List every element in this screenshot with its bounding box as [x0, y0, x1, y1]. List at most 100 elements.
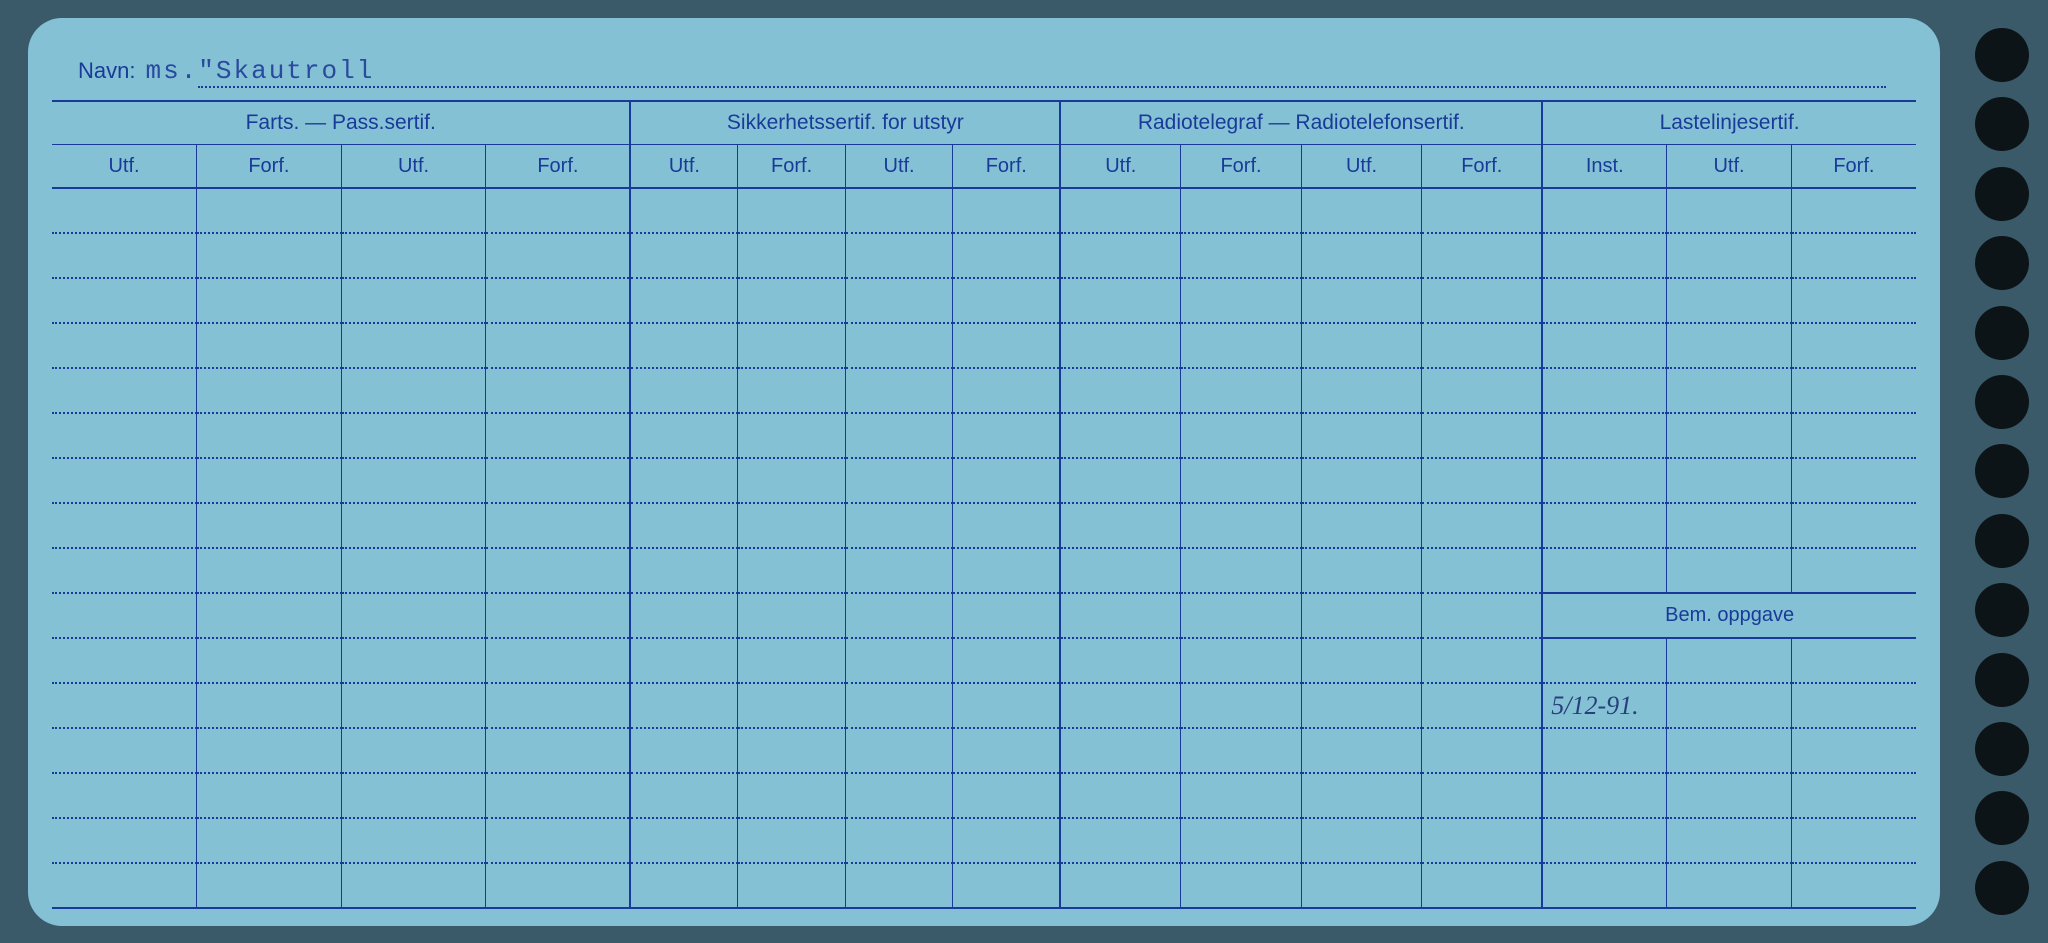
cell	[1542, 368, 1667, 413]
bem-cell	[1542, 728, 1667, 773]
sub-header: Forf.	[953, 145, 1060, 189]
cell	[1060, 728, 1181, 773]
cell	[486, 683, 631, 728]
group-header: Farts. — Pass.sertif.	[52, 101, 630, 145]
cell	[52, 323, 197, 368]
cell	[52, 593, 197, 638]
cell	[1791, 278, 1916, 323]
cell	[1060, 818, 1181, 863]
cell	[486, 728, 631, 773]
cell	[1301, 323, 1422, 368]
cell	[1422, 413, 1543, 458]
cell	[845, 503, 952, 548]
cell	[1181, 323, 1302, 368]
navn-value: ms."Skautroll	[145, 56, 374, 88]
group-header: Radiotelegraf — Radiotelefonsertif.	[1060, 101, 1542, 145]
cell	[845, 413, 952, 458]
sub-header: Utf.	[1301, 145, 1422, 189]
cell	[845, 593, 952, 638]
cell	[341, 503, 486, 548]
cell	[1060, 638, 1181, 683]
table-body: Bem. oppgave5/12-91.	[52, 188, 1916, 908]
cell	[630, 818, 737, 863]
cell	[52, 728, 197, 773]
cell	[738, 593, 845, 638]
cell	[953, 413, 1060, 458]
cell	[486, 278, 631, 323]
bem-cell	[1667, 728, 1792, 773]
cell	[1422, 638, 1543, 683]
cell	[486, 548, 631, 593]
cell	[845, 368, 952, 413]
cell	[1422, 728, 1543, 773]
cell	[486, 863, 631, 908]
cell	[1181, 458, 1302, 503]
cell	[845, 863, 952, 908]
bem-cell	[1542, 638, 1667, 683]
group-header: Sikkerhetssertif. for utstyr	[630, 101, 1060, 145]
bem-cell	[1791, 728, 1916, 773]
cell	[630, 458, 737, 503]
cell	[341, 233, 486, 278]
cell	[1422, 458, 1543, 503]
cell	[341, 548, 486, 593]
cell	[1181, 188, 1302, 233]
cell	[52, 548, 197, 593]
cell	[953, 773, 1060, 818]
bem-cell	[1542, 863, 1667, 908]
navn-row: Navn: ms."Skautroll	[78, 52, 1910, 88]
cell	[1060, 413, 1181, 458]
cell	[341, 818, 486, 863]
cell	[197, 548, 342, 593]
cell	[197, 773, 342, 818]
cell	[52, 818, 197, 863]
cell	[1542, 458, 1667, 503]
cell	[1060, 368, 1181, 413]
cell	[953, 638, 1060, 683]
sub-header: Utf.	[1667, 145, 1792, 189]
bem-cell-handwritten: 5/12-91.	[1542, 683, 1667, 728]
cell	[52, 503, 197, 548]
sub-header: Forf.	[486, 145, 631, 189]
cell	[1181, 818, 1302, 863]
cell	[1422, 233, 1543, 278]
certificate-table: Farts. — Pass.sertif.Sikkerhetssertif. f…	[52, 100, 1916, 909]
cell	[52, 863, 197, 908]
certificate-table-wrap: Farts. — Pass.sertif.Sikkerhetssertif. f…	[52, 100, 1916, 908]
cell	[1542, 413, 1667, 458]
cell	[1060, 458, 1181, 503]
cell	[845, 233, 952, 278]
cell	[197, 368, 342, 413]
cell	[1422, 773, 1543, 818]
cell	[953, 818, 1060, 863]
bem-cell	[1791, 818, 1916, 863]
sub-header: Utf.	[630, 145, 737, 189]
cell	[738, 548, 845, 593]
sub-header: Forf.	[1422, 145, 1543, 189]
cell	[1791, 368, 1916, 413]
cell	[197, 413, 342, 458]
cell	[197, 503, 342, 548]
cell	[845, 188, 952, 233]
punch-hole	[1975, 306, 2029, 360]
cell	[1667, 188, 1792, 233]
cell	[197, 188, 342, 233]
cell	[630, 773, 737, 818]
cell	[197, 863, 342, 908]
cell	[1181, 728, 1302, 773]
cell	[738, 368, 845, 413]
cell	[1301, 188, 1422, 233]
cell	[738, 863, 845, 908]
bem-cell	[1667, 683, 1792, 728]
cell	[630, 323, 737, 368]
cell	[1181, 638, 1302, 683]
cell	[738, 773, 845, 818]
cell	[1181, 773, 1302, 818]
cell	[341, 368, 486, 413]
bem-cell	[1542, 818, 1667, 863]
cell	[197, 323, 342, 368]
cell	[630, 638, 737, 683]
cell	[197, 728, 342, 773]
cell	[1422, 548, 1543, 593]
cell	[1667, 458, 1792, 503]
